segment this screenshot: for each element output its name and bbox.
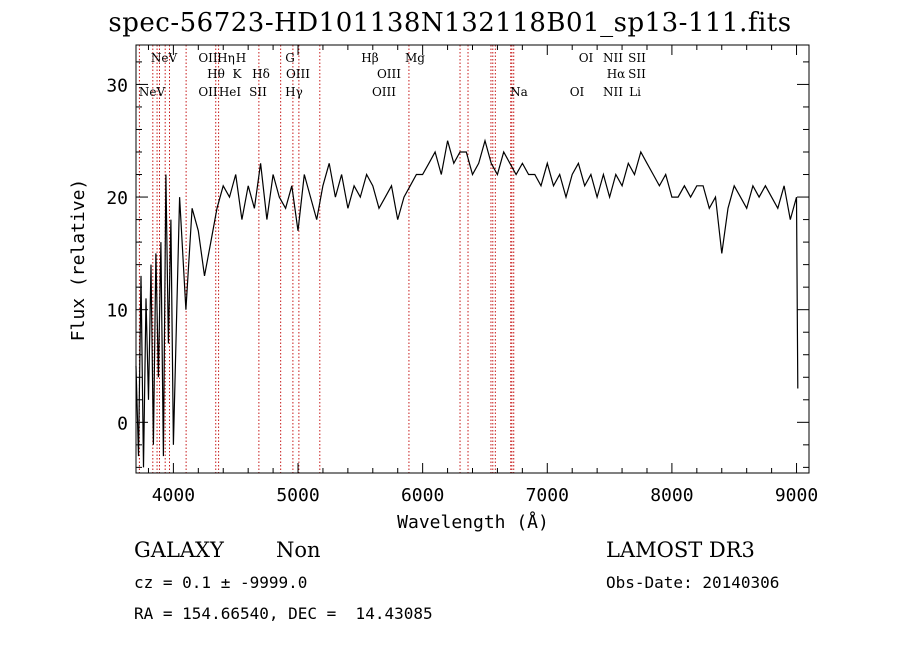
line-label: NII [603, 85, 623, 99]
line-label: OII [198, 51, 218, 65]
x-tick-label: 4000 [152, 485, 195, 506]
chart-title: spec-56723-HD101138N132118B01_sp13-111.f… [108, 8, 792, 38]
line-label: Hδ [252, 67, 270, 81]
line-label: NeV [139, 85, 166, 99]
line-label: HeI [219, 85, 242, 99]
line-label: NII [603, 51, 623, 65]
line-label: SII [628, 51, 646, 65]
line-label: OIII [377, 67, 401, 81]
line-label: Hα [607, 67, 626, 81]
y-tick-label: 10 [106, 301, 128, 322]
line-label: OI [579, 51, 594, 65]
line-label: G [285, 51, 295, 65]
y-tick-label: 20 [106, 188, 128, 209]
redshift-line: cz = 0.1 ± -9999.0 [134, 573, 308, 592]
line-label: OIII [372, 85, 396, 99]
y-tick-label: 0 [117, 413, 128, 434]
obs-date: Obs-Date: 20140306 [606, 573, 780, 592]
line-label: Na [510, 85, 528, 99]
line-label: SII [628, 67, 646, 81]
plot-frame [135, 44, 810, 474]
line-label: Hθ [207, 67, 225, 81]
line-label: OI [570, 85, 585, 99]
y-axis: 0 10 20 30 [106, 61, 809, 468]
emission-line-markers [138, 45, 515, 473]
line-label: Hγ [285, 85, 303, 99]
x-tick-label: 9000 [775, 485, 818, 506]
x-axis-label: Wavelength (Å) [397, 511, 549, 533]
coordinates-line: RA = 154.66540, DEC = 14.43085 [134, 604, 433, 623]
line-label: K [233, 67, 243, 81]
line-label: H [236, 51, 246, 65]
line-label: Hβ [361, 51, 378, 65]
line-label: Li [629, 85, 641, 99]
line-label: NeV [151, 51, 178, 65]
y-axis-label: Flux (relative) [68, 179, 89, 342]
line-label: OII [198, 85, 218, 99]
x-axis: 4000 5000 6000 7000 8000 9000 [147, 45, 818, 506]
line-label: OIII [286, 67, 310, 81]
x-tick-label: 7000 [526, 485, 569, 506]
y-tick-label: 30 [106, 75, 128, 96]
line-label: Mg [405, 51, 425, 65]
object-class: GALAXY [134, 538, 224, 562]
x-tick-label: 5000 [276, 485, 319, 506]
spectrum-line [135, 138, 799, 468]
line-label: Hη [217, 51, 235, 65]
x-tick-label: 8000 [650, 485, 693, 506]
object-subclass: Non [276, 538, 321, 562]
survey-name: LAMOST DR3 [606, 538, 755, 562]
line-label: SII [249, 85, 267, 99]
x-tick-label: 6000 [401, 485, 444, 506]
